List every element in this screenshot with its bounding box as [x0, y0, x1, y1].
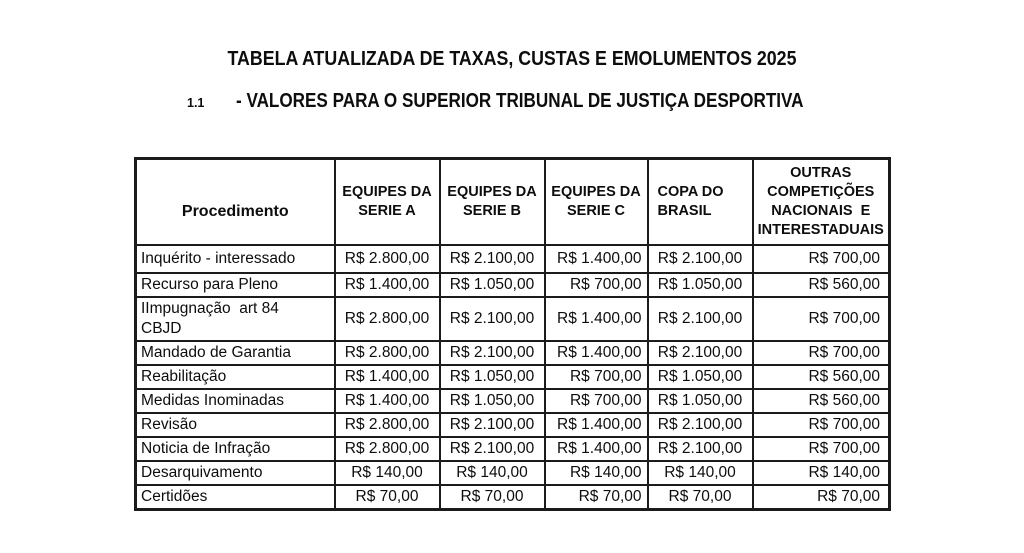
cell-outras: R$ 700,00: [751, 411, 891, 438]
column-header-outras-competicoes: OUTRAS COMPETIÇÕES NACIONAIS E INTERESTA…: [751, 157, 891, 246]
cell-serie-b: R$ 2.100,00: [438, 243, 546, 274]
cell-serie-a: R$ 2.800,00: [333, 295, 441, 342]
cell-serie-a: R$ 1.400,00: [333, 363, 441, 390]
column-header-procedimento: Procedimento: [134, 157, 336, 246]
cell-serie-b: R$ 1.050,00: [438, 363, 546, 390]
cell-procedure: Inquérito - interessado: [134, 243, 336, 274]
cell-serie-b: R$ 2.100,00: [438, 295, 546, 342]
cell-procedure: Certidões: [134, 483, 336, 510]
cell-serie-b: R$ 2.100,00: [438, 339, 546, 366]
cell-serie-a: R$ 1.400,00: [333, 387, 441, 414]
table-row: Desarquivamento R$ 140,00 R$ 140,00 R$ 1…: [134, 459, 891, 486]
section-number: 1.1: [187, 96, 205, 110]
cell-serie-c: R$ 700,00: [543, 387, 649, 414]
cell-procedure: Desarquivamento: [134, 459, 336, 486]
cell-copa-do-brasil: R$ 140,00: [646, 459, 754, 486]
fees-table-header: Procedimento EQUIPES DA SERIE A EQUIPES …: [134, 157, 891, 246]
cell-outras: R$ 140,00: [751, 459, 891, 486]
cell-serie-b: R$ 140,00: [438, 459, 546, 486]
cell-copa-do-brasil: R$ 2.100,00: [646, 339, 754, 366]
cell-serie-c: R$ 1.400,00: [543, 435, 649, 462]
cell-copa-do-brasil: R$ 2.100,00: [646, 295, 754, 342]
cell-serie-c: R$ 1.400,00: [543, 411, 649, 438]
cell-procedure: Mandado de Garantia: [134, 339, 336, 366]
column-header-equipes-serie-b: EQUIPES DA SERIE B: [438, 157, 546, 246]
table-row: Inquérito - interessado R$ 2.800,00 R$ 2…: [134, 243, 891, 274]
cell-outras: R$ 700,00: [751, 243, 891, 274]
cell-copa-do-brasil: R$ 1.050,00: [646, 271, 754, 298]
cell-copa-do-brasil: R$ 70,00: [646, 483, 754, 510]
table-row: Recurso para Pleno R$ 1.400,00 R$ 1.050,…: [134, 271, 891, 298]
column-header-equipes-serie-c: EQUIPES DA SERIE C: [543, 157, 649, 246]
cell-serie-c: R$ 1.400,00: [543, 243, 649, 274]
cell-serie-a: R$ 140,00: [333, 459, 441, 486]
column-header-copa-do-brasil: COPA DO BRASIL: [646, 157, 754, 246]
cell-serie-a: R$ 70,00: [333, 483, 441, 510]
cell-outras: R$ 700,00: [751, 295, 891, 342]
table-row: Medidas Inominadas R$ 1.400,00 R$ 1.050,…: [134, 387, 891, 414]
cell-outras: R$ 560,00: [751, 271, 891, 298]
cell-serie-b: R$ 2.100,00: [438, 411, 546, 438]
cell-serie-c: R$ 1.400,00: [543, 339, 649, 366]
cell-copa-do-brasil: R$ 1.050,00: [646, 387, 754, 414]
cell-serie-a: R$ 2.800,00: [333, 243, 441, 274]
fees-table: Procedimento EQUIPES DA SERIE A EQUIPES …: [134, 157, 891, 511]
cell-serie-b: R$ 1.050,00: [438, 387, 546, 414]
cell-outras: R$ 70,00: [751, 483, 891, 510]
table-row: Revisão R$ 2.800,00 R$ 2.100,00 R$ 1.400…: [134, 411, 891, 438]
cell-outras: R$ 700,00: [751, 435, 891, 462]
cell-copa-do-brasil: R$ 1.050,00: [646, 363, 754, 390]
table-row: Mandado de Garantia R$ 2.800,00 R$ 2.100…: [134, 339, 891, 366]
table-row: Reabilitação R$ 1.400,00 R$ 1.050,00 R$ …: [134, 363, 891, 390]
cell-serie-b: R$ 70,00: [438, 483, 546, 510]
section-heading: - VALORES PARA O SUPERIOR TRIBUNAL DE JU…: [236, 90, 804, 112]
cell-serie-a: R$ 1.400,00: [333, 271, 441, 298]
document-title: TABELA ATUALIZADA DE TAXAS, CUSTAS E EMO…: [227, 48, 797, 70]
cell-copa-do-brasil: R$ 2.100,00: [646, 435, 754, 462]
cell-procedure: Medidas Inominadas: [134, 387, 336, 414]
cell-copa-do-brasil: R$ 2.100,00: [646, 411, 754, 438]
cell-procedure: Revisão: [134, 411, 336, 438]
cell-outras: R$ 560,00: [751, 363, 891, 390]
cell-serie-c: R$ 700,00: [543, 271, 649, 298]
cell-serie-b: R$ 2.100,00: [438, 435, 546, 462]
cell-outras: R$ 700,00: [751, 339, 891, 366]
cell-serie-b: R$ 1.050,00: [438, 271, 546, 298]
header-row: Procedimento EQUIPES DA SERIE A EQUIPES …: [134, 157, 891, 246]
cell-procedure: Noticia de Infração: [134, 435, 336, 462]
cell-procedure: Recurso para Pleno: [134, 271, 336, 298]
cell-copa-do-brasil: R$ 2.100,00: [646, 243, 754, 274]
cell-serie-c: R$ 700,00: [543, 363, 649, 390]
cell-procedure: IImpugnação art 84 CBJD: [134, 295, 336, 342]
fees-table-body: Inquérito - interessado R$ 2.800,00 R$ 2…: [134, 243, 891, 510]
column-header-equipes-serie-a: EQUIPES DA SERIE A: [333, 157, 441, 246]
cell-serie-c: R$ 70,00: [543, 483, 649, 510]
cell-serie-c: R$ 140,00: [543, 459, 649, 486]
cell-serie-a: R$ 2.800,00: [333, 435, 441, 462]
cell-procedure: Reabilitação: [134, 363, 336, 390]
table-row: Certidões R$ 70,00 R$ 70,00 R$ 70,00 R$ …: [134, 483, 891, 510]
cell-outras: R$ 560,00: [751, 387, 891, 414]
table-row: Noticia de Infração R$ 2.800,00 R$ 2.100…: [134, 435, 891, 462]
cell-serie-a: R$ 2.800,00: [333, 339, 441, 366]
cell-serie-a: R$ 2.800,00: [333, 411, 441, 438]
table-row: IImpugnação art 84 CBJD R$ 2.800,00 R$ 2…: [134, 295, 891, 342]
section-heading-row: 1.1 - VALORES PARA O SUPERIOR TRIBUNAL D…: [187, 90, 900, 113]
cell-serie-c: R$ 1.400,00: [543, 295, 649, 342]
